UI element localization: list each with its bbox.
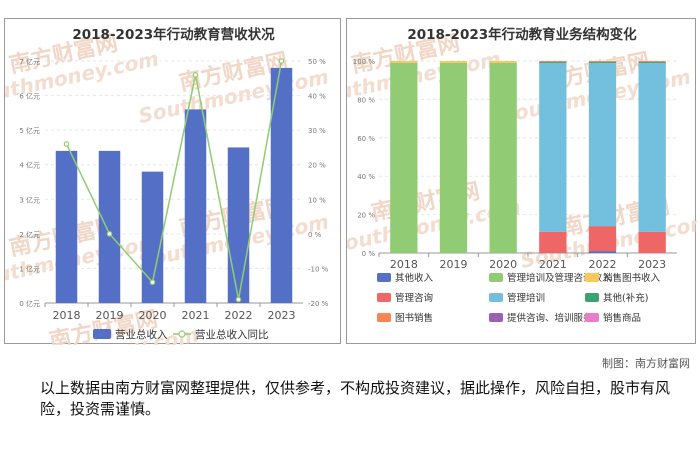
chart-title: 2018-2023年行动教育业务结构变化 [407,26,637,43]
y-tick-label: 60 % [357,135,375,143]
stacked-bar-segment [539,62,567,232]
x-tick-label: 2020 [139,309,167,322]
stacked-bar-segment [439,61,468,63]
revenue-chart: 南方财富网Southmoney.com南方财富网Southmoney.com南方… [5,26,331,345]
stacked-bar-segment [439,62,468,253]
legend-label: 销售商品 [603,312,641,324]
revenue-bar [184,109,207,304]
y-left-tick-label: 6 亿元 [19,92,40,101]
y-right-tick-label: 0 % [308,231,322,239]
y-right-tick-label: -20 % [308,300,329,308]
legend-swatch [377,313,391,322]
y-right-tick-label: 40 % [308,93,326,101]
yoy-growth-point [235,296,242,303]
y-right-tick-label: 10 % [308,196,326,204]
legend-label-yoy: 营业总收入同比 [195,328,269,341]
stacked-bar-segment [588,61,617,63]
y-left-tick-label: 3 亿元 [19,195,40,204]
stacked-bar-segment [539,61,567,62]
y-right-tick-label: 20 % [308,162,326,170]
yoy-growth-point [278,58,285,64]
legend-marker-yoy [178,330,186,338]
y-tick-label: 100 % [353,58,376,66]
y-tick-label: 40 % [357,173,375,181]
x-tick-label: 2023 [268,309,296,322]
y-tick-label: 20 % [357,212,375,220]
y-right-tick-label: 30 % [308,127,326,135]
legend-swatch [585,273,599,282]
x-tick-label: 2019 [96,309,124,322]
yoy-growth-point [149,279,156,286]
revenue-bar [98,150,121,303]
y-left-tick-label: 4 亿元 [19,161,40,170]
stacked-bar-segment [588,62,617,227]
legend-swatch [489,273,503,282]
x-tick-label: 2019 [440,258,468,271]
legend-label: 销售图书收入 [603,272,661,284]
legend-swatch [585,293,599,302]
y-right-tick-label: 50 % [308,58,326,66]
yoy-growth-line [65,60,283,300]
legend-swatch [585,313,599,322]
legend-label: 其他(补充) [603,292,648,304]
stacked-bar-segment [638,61,666,62]
y-tick-label: 80 % [357,96,375,104]
stacked-bar-segment [588,251,617,253]
structure-chart: 南方财富网Southmoney.com南方财富网Southmoney.com南方… [347,26,697,324]
disclaimer-text: 以上数据由南方财富网整理提供，仅供参考，不构成投资建议，据此操作，风险自担，股市… [40,379,671,418]
revenue-bar [141,171,164,303]
legend-label: 图书销售 [395,312,433,324]
legend-swatch [489,293,503,302]
y-right-tick-label: -10 % [308,265,329,273]
legend-swatch-revenue [93,329,111,339]
y-left-tick-label: 1 亿元 [19,264,40,273]
legend-swatch [377,293,391,302]
credit-label: 制图：南方财富网 [602,357,690,370]
y-tick-label: 0 % [362,250,376,258]
x-tick-label: 2021 [182,309,210,322]
x-tick-label: 2018 [53,309,81,322]
y-left-tick-label: 5 亿元 [19,126,40,135]
stacked-bar-segment [638,62,666,232]
yoy-growth-point [192,72,199,78]
stacked-bar-segment [390,61,418,63]
legend-label: 管理培训 [507,292,545,304]
stacked-bar-segment [539,231,567,253]
legend-label: 管理咨询 [395,292,433,304]
stacked-bar-segment [588,61,617,62]
stacked-bar-segment [539,61,567,63]
legend-label: 提供咨询、培训服务 [507,312,593,324]
stacked-bar-segment [489,61,517,63]
y-left-tick-label: 2 亿元 [19,230,40,239]
stacked-bar-segment [390,62,418,253]
revenue-chart-panel: 南方财富网Southmoney.com南方财富网Southmoney.com南方… [4,18,341,345]
legend-label-revenue: 营业总收入 [115,328,168,341]
yoy-growth-point [106,231,113,237]
revenue-bar [270,67,293,303]
revenue-bar [55,150,78,303]
x-tick-label: 2023 [638,258,666,271]
structure-chart-panel: 南方财富网Southmoney.com南方财富网Southmoney.com南方… [346,18,697,344]
x-tick-label: 2020 [489,258,517,271]
x-tick-label: 2021 [539,258,567,271]
x-tick-label: 2018 [390,258,418,271]
chart-title: 2018-2023年行动教育营收状况 [72,26,275,43]
legend-swatch [377,273,391,282]
yoy-growth-point [63,141,70,147]
y-left-tick-label: 0 亿元 [19,299,40,308]
x-tick-label: 2022 [225,309,253,322]
y-left-tick-label: 7 亿元 [19,57,40,66]
stacked-bar-segment [638,231,666,253]
revenue-bar [227,147,250,303]
legend-swatch [489,313,503,322]
x-tick-label: 2022 [589,258,617,271]
stacked-bar-segment [489,62,517,253]
stacked-bar-segment [588,226,617,252]
stacked-bar-segment [638,61,666,63]
legend-label: 其他收入 [395,272,434,284]
